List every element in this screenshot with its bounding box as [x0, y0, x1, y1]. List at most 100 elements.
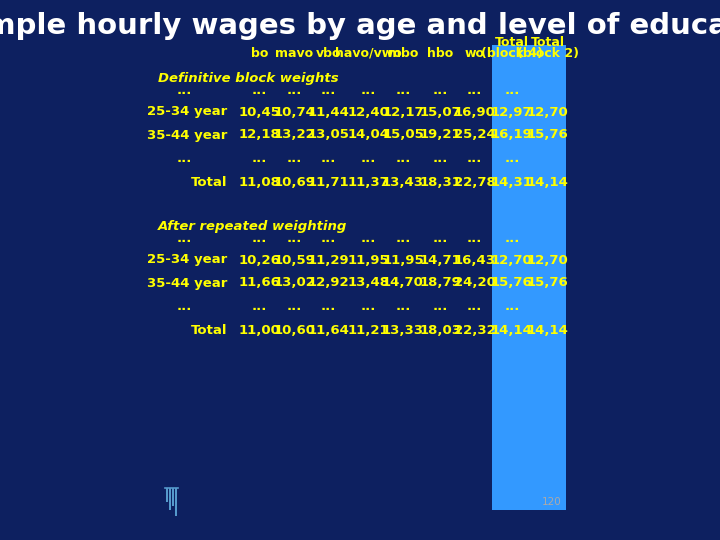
Text: 14,14: 14,14 — [527, 176, 569, 188]
Text: 14,71: 14,71 — [419, 253, 461, 267]
Text: ...: ... — [287, 232, 302, 245]
Text: ...: ... — [504, 84, 520, 97]
Text: ...: ... — [361, 84, 377, 97]
Text: 11,29: 11,29 — [307, 253, 349, 267]
Text: 10,69: 10,69 — [273, 176, 315, 188]
Text: ...: ... — [176, 232, 192, 245]
Text: 12,40: 12,40 — [348, 105, 390, 118]
Text: ...: ... — [287, 152, 302, 165]
Text: 14,14: 14,14 — [527, 323, 569, 336]
Text: ...: ... — [395, 152, 410, 165]
Text: ...: ... — [433, 232, 448, 245]
Text: 35-44 year: 35-44 year — [147, 129, 227, 141]
Bar — [172, 488, 174, 506]
Text: ...: ... — [504, 152, 520, 165]
Text: 13,02: 13,02 — [273, 276, 315, 289]
Text: 14,04: 14,04 — [348, 129, 390, 141]
Text: 15,76: 15,76 — [527, 276, 569, 289]
Text: mbo: mbo — [388, 47, 418, 60]
Text: Total: Total — [531, 36, 565, 49]
Text: wo: wo — [464, 47, 485, 60]
Text: 14,14: 14,14 — [491, 323, 533, 336]
Text: 24,20: 24,20 — [454, 276, 495, 289]
Text: ...: ... — [252, 152, 267, 165]
Text: ...: ... — [433, 300, 448, 313]
Text: 25-34 year: 25-34 year — [147, 253, 227, 267]
Text: ...: ... — [287, 84, 302, 97]
Text: ...: ... — [395, 84, 410, 97]
Text: 18,03: 18,03 — [419, 323, 462, 336]
Text: ...: ... — [321, 84, 336, 97]
Text: 13,43: 13,43 — [382, 176, 424, 188]
Text: 11,71: 11,71 — [307, 176, 349, 188]
Text: ...: ... — [467, 152, 482, 165]
Text: ...: ... — [176, 300, 192, 313]
Text: 12,17: 12,17 — [382, 105, 424, 118]
Text: 12,70: 12,70 — [491, 253, 533, 267]
Text: 10,74: 10,74 — [273, 105, 315, 118]
Text: 14,31: 14,31 — [491, 176, 533, 188]
Text: ...: ... — [176, 152, 192, 165]
Text: 25-34 year: 25-34 year — [147, 105, 227, 118]
Text: 10,45: 10,45 — [239, 105, 281, 118]
Text: 12,97: 12,97 — [491, 105, 533, 118]
Text: ...: ... — [467, 300, 482, 313]
Text: Definitive block weights: Definitive block weights — [158, 72, 339, 85]
Text: 13,05: 13,05 — [307, 129, 349, 141]
Text: bo: bo — [251, 47, 269, 60]
Text: ...: ... — [252, 232, 267, 245]
Text: 18,31: 18,31 — [419, 176, 461, 188]
Text: ...: ... — [321, 152, 336, 165]
Text: (block 2): (block 2) — [517, 47, 579, 60]
Text: 11,21: 11,21 — [348, 323, 390, 336]
Text: 19,21: 19,21 — [419, 129, 461, 141]
Text: 120: 120 — [542, 497, 562, 507]
Text: 22,32: 22,32 — [454, 323, 495, 336]
Text: 16,43: 16,43 — [454, 253, 495, 267]
Text: 22,78: 22,78 — [454, 176, 495, 188]
Text: 35-44 year: 35-44 year — [147, 276, 227, 289]
Text: 11,95: 11,95 — [348, 253, 390, 267]
Text: ...: ... — [287, 300, 302, 313]
Text: ...: ... — [433, 152, 448, 165]
Text: ...: ... — [395, 300, 410, 313]
Text: ...: ... — [252, 300, 267, 313]
Text: vbo: vbo — [316, 47, 341, 60]
Text: 11,37: 11,37 — [348, 176, 390, 188]
Text: ...: ... — [361, 152, 377, 165]
Text: 12,92: 12,92 — [307, 276, 349, 289]
Text: ...: ... — [361, 232, 377, 245]
Text: mavo: mavo — [275, 47, 313, 60]
Text: 15,76: 15,76 — [491, 276, 533, 289]
Text: 11,95: 11,95 — [382, 253, 424, 267]
Text: 15,07: 15,07 — [419, 105, 461, 118]
Text: 16,19: 16,19 — [491, 129, 533, 141]
Text: ...: ... — [361, 300, 377, 313]
Text: 18,79: 18,79 — [419, 276, 461, 289]
Text: 13,48: 13,48 — [348, 276, 390, 289]
Text: 12,70: 12,70 — [527, 253, 569, 267]
Text: hbo: hbo — [427, 47, 454, 60]
Text: Example hourly wages by age and level of education: Example hourly wages by age and level of… — [0, 12, 720, 40]
Text: ...: ... — [467, 84, 482, 97]
Text: ...: ... — [252, 84, 267, 97]
Text: 15,76: 15,76 — [527, 129, 569, 141]
Text: 11,64: 11,64 — [307, 323, 349, 336]
Text: 16,90: 16,90 — [454, 105, 495, 118]
Text: ...: ... — [467, 232, 482, 245]
Bar — [166, 488, 168, 502]
Text: havo/vwo: havo/vwo — [336, 47, 402, 60]
Text: ...: ... — [176, 84, 192, 97]
Bar — [169, 488, 171, 510]
Bar — [492, 45, 566, 510]
Text: 13,33: 13,33 — [382, 323, 424, 336]
Text: 12,70: 12,70 — [527, 105, 569, 118]
Text: ...: ... — [504, 300, 520, 313]
Text: 13,22: 13,22 — [273, 129, 315, 141]
Text: 10,59: 10,59 — [273, 253, 315, 267]
Text: ...: ... — [504, 232, 520, 245]
Text: 10,26: 10,26 — [239, 253, 281, 267]
Text: ...: ... — [321, 232, 336, 245]
Text: Total: Total — [191, 176, 227, 188]
Text: 11,44: 11,44 — [307, 105, 349, 118]
